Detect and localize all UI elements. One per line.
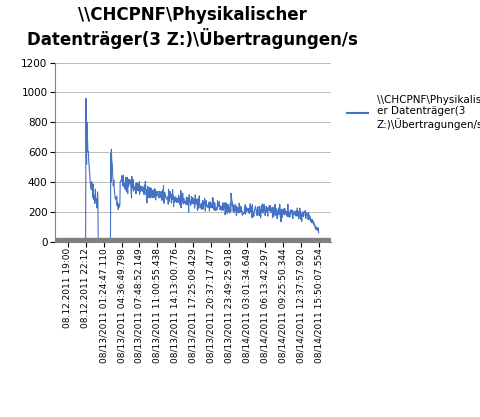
Legend: \\CHCPNF\Physikalisch
er Datenträger(3
Z:)\Übertragungen/s: \\CHCPNF\Physikalisch er Datenträger(3 Z… (348, 95, 480, 130)
Text: \\CHCPNF\Physikalischer
Datenträger(3 Z:)\Übertragungen/s: \\CHCPNF\Physikalischer Datenträger(3 Z:… (26, 6, 358, 49)
